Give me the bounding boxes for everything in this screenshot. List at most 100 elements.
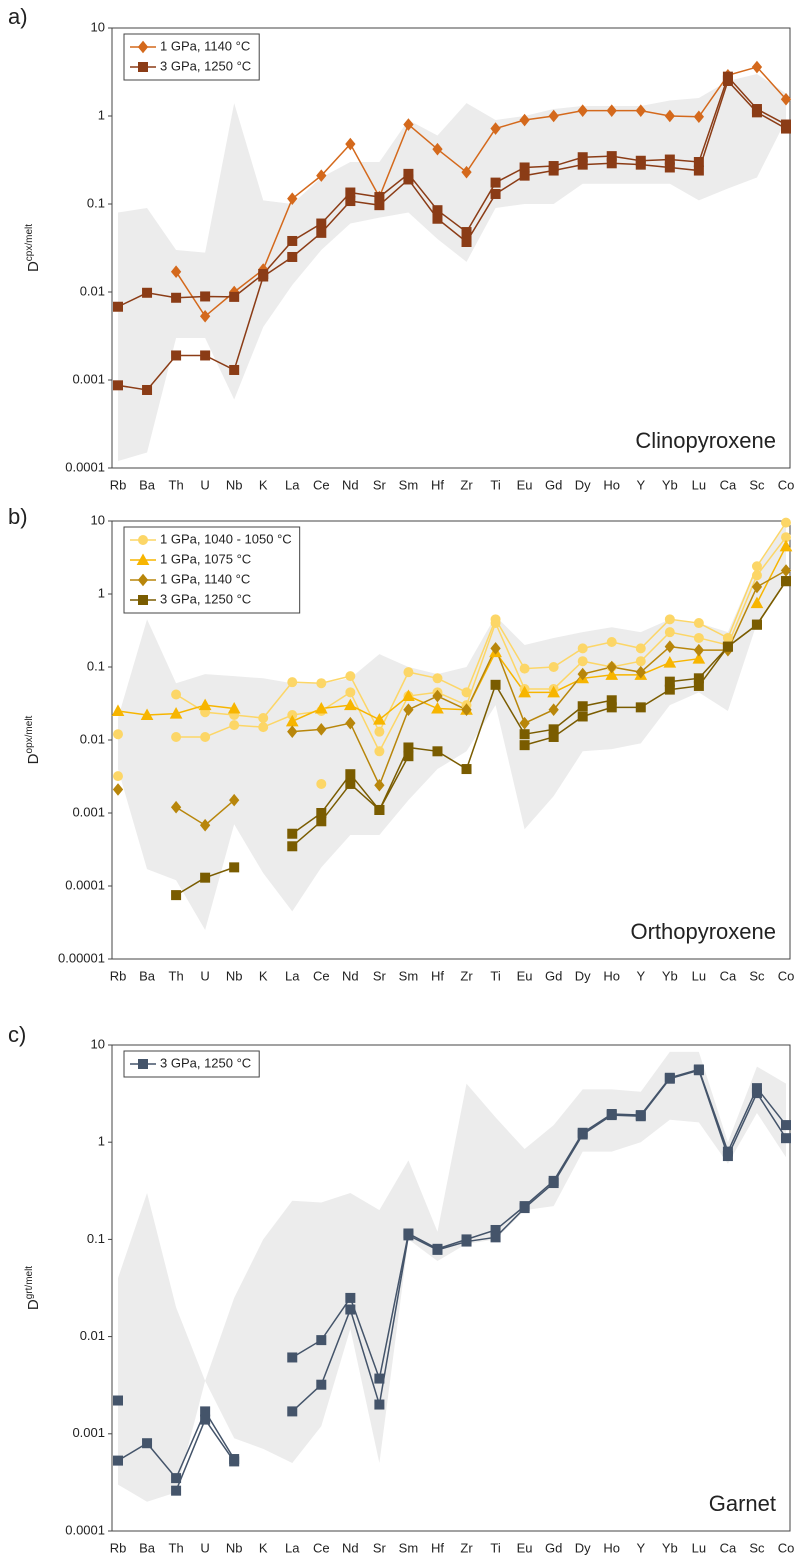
x-tick-label: Y [636,1540,645,1555]
x-tick-label: Ti [490,477,500,492]
marker [751,107,762,118]
x-tick-label: Lu [692,968,706,983]
x-tick-label: Zr [460,477,473,492]
marker [229,720,240,731]
series-line [117,1068,787,1480]
marker [432,213,443,224]
x-tick-label: Nd [342,477,359,492]
marker [548,731,559,742]
x-tick-label: Gd [545,477,562,492]
marker [316,1379,327,1390]
y-tick-label: 0.00001 [58,950,105,965]
y-tick-label: 0.0001 [65,1522,105,1537]
marker [693,110,705,124]
marker [548,703,559,716]
marker [345,778,356,789]
marker [229,793,240,807]
marker [751,580,763,594]
marker [577,1129,588,1140]
marker [461,764,472,775]
marker [461,227,472,238]
marker [664,627,675,638]
marker [722,1151,733,1162]
y-tick-label: 0.1 [87,658,105,673]
marker [751,60,763,74]
marker [171,890,182,901]
marker [722,75,733,86]
x-tick-label: K [259,1540,268,1555]
marker [577,656,588,667]
x-tick-label: Ti [490,968,500,983]
marker [432,746,443,757]
marker [664,614,675,625]
x-tick-label: Nb [226,1540,243,1555]
y-tick-label: 1 [98,585,105,600]
marker [606,104,617,117]
marker [403,1230,414,1241]
marker [345,1304,356,1315]
marker [664,109,675,123]
marker [113,1395,123,1406]
marker [171,292,182,303]
x-tick-label: Ba [139,1540,156,1555]
legend-label: 1 GPa, 1140 °C [160,38,250,53]
x-tick-label: K [259,968,268,983]
marker [287,192,298,205]
x-tick-label: Ba [139,477,156,492]
marker [171,1485,182,1496]
marker [171,350,182,361]
marker [751,619,762,630]
marker [781,517,791,528]
marker [461,1236,472,1247]
marker [519,1203,530,1214]
marker [693,1065,704,1076]
marker [258,271,269,282]
marker [693,157,704,168]
marker [258,722,269,733]
marker [316,678,327,689]
x-tick-label: Zr [460,968,473,983]
panel-label: b) [8,504,28,529]
legend-box [123,1050,260,1078]
y-tick-label: 0.001 [72,371,105,386]
plot-frame [111,27,791,469]
x-tick-label: Ca [720,477,737,492]
legend-box [123,33,260,81]
marker [606,637,617,648]
x-tick-label: La [285,1540,300,1555]
marker [722,641,733,652]
marker [577,643,588,654]
x-tick-label: Y [636,968,645,983]
x-tick-label: Nd [342,968,359,983]
legend-label: 1 GPa, 1040 - 1050 °C [160,531,292,546]
marker [138,62,148,72]
y-tick-label: 0.0001 [65,877,105,892]
x-tick-label: Sm [399,968,419,983]
marker [403,742,414,753]
marker [490,1232,501,1243]
legend-label: 3 GPa, 1250 °C [160,591,251,606]
x-tick-label: Ca [720,1540,737,1555]
marker [373,713,386,725]
marker [606,1110,617,1121]
marker [548,109,559,123]
annotation: Garnet [709,1491,776,1516]
marker [519,663,530,674]
marker [200,291,211,302]
marker [345,1292,356,1303]
y-tick-label: 0.1 [87,1231,105,1246]
panel-label: a) [8,4,28,29]
y-tick-label: 0.001 [72,1425,105,1440]
x-tick-label: Dy [575,477,591,492]
marker [693,165,704,176]
legend-label: 3 GPa, 1250 °C [160,1055,251,1070]
y-axis-label: Dcpx/melt [24,224,42,272]
marker [693,680,704,691]
marker [605,668,619,680]
marker [461,236,472,247]
marker [316,808,327,818]
x-tick-label: U [200,477,209,492]
marker [287,1406,298,1417]
x-tick-label: Eu [517,968,533,983]
series-line [176,536,787,753]
